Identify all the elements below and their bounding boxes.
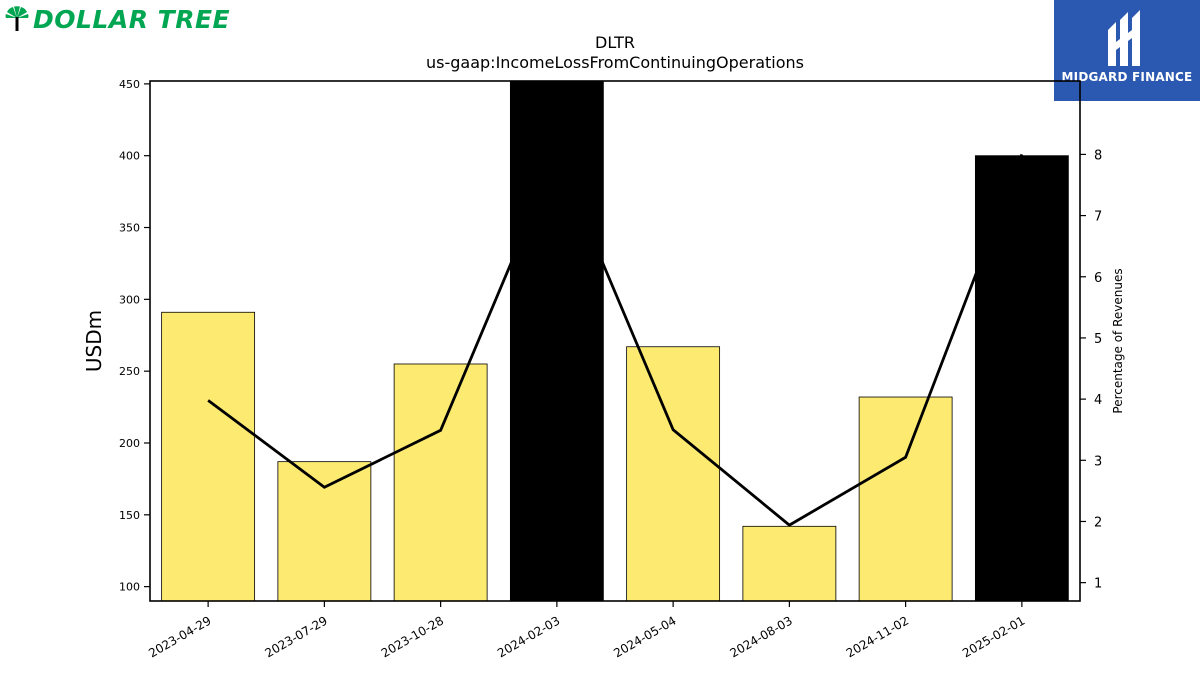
x-tick-label: 2025-02-01 [960,613,1027,660]
line-series [207,150,1024,527]
bar-2024-08-03 [742,525,837,602]
x-tick-label: 2023-07-29 [262,613,329,660]
bar-2025-02-01 [974,155,1069,602]
x-tick-label: 2024-11-02 [844,613,911,660]
x-tick-label: 2023-04-29 [146,613,213,660]
bar-2023-10-28 [393,363,488,602]
x-tick-label: 2024-08-03 [727,613,794,660]
dollar-tree-logo: DOLLAR TREE [4,4,230,34]
y-tick-label: 200 [119,437,140,450]
y-axis-label: USDm [82,310,106,372]
y-axis-right: 1 2 3 4 5 6 7 8 [1080,148,1102,592]
y-axis-left: 100 150 200 250 300 350 400 450 [119,78,150,594]
y-right-tick-label: 6 [1094,271,1102,286]
y-right-tick-label: 7 [1094,210,1102,225]
y-right-tick-label: 1 [1094,577,1102,592]
y-right-tick-label: 5 [1094,332,1102,347]
bar-2024-05-04 [626,346,721,602]
y-tick-label: 350 [119,222,140,235]
x-tick-label: 2024-02-03 [495,613,562,660]
x-tick-label: 2023-10-28 [379,613,446,660]
y-right-tick-label: 2 [1094,515,1102,530]
y-axis-right-label: Percentage of Revenues [1111,268,1125,413]
bar-2024-11-02 [858,396,953,602]
x-tick-label: 2024-05-04 [611,613,678,660]
y-tick-label: 400 [119,150,140,163]
y-right-tick-label: 4 [1094,393,1102,408]
midgard-m-icon [1108,10,1140,66]
y-tick-label: 250 [119,365,140,378]
bar-2023-07-29 [277,461,372,602]
tree-icon [5,6,29,31]
y-tick-label: 100 [119,581,140,594]
bar-series [161,80,1069,602]
bar-2023-04-29 [161,311,256,602]
midgard-finance-logo: MIDGARD FINANCE [1054,0,1200,101]
plot-frame [149,80,1081,602]
percentage-line [207,150,1024,527]
chart-title: DLTR [595,33,635,52]
x-axis: 2023-04-29 2023-07-29 2023-10-28 2024-02-03… [146,601,1027,660]
bar-2024-02-03 [509,80,604,602]
midgard-finance-logo-text: MIDGARD FINANCE [1061,70,1193,84]
y-tick-label: 450 [119,78,140,91]
y-right-tick-label: 8 [1094,148,1102,163]
dollar-tree-logo-text: DOLLAR TREE [33,4,231,34]
y-tick-label: 300 [119,293,140,306]
y-tick-label: 150 [119,509,140,522]
y-right-tick-label: 3 [1094,454,1102,469]
chart-subtitle: us-gaap:IncomeLossFromContinuingOperatio… [426,53,804,72]
